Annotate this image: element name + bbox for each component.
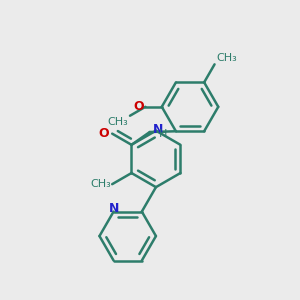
Text: CH₃: CH₃	[90, 179, 111, 189]
Text: N: N	[108, 202, 119, 214]
Text: O: O	[98, 127, 109, 140]
Text: O: O	[133, 100, 144, 113]
Text: N: N	[153, 123, 163, 136]
Text: CH₃: CH₃	[108, 117, 128, 127]
Text: CH₃: CH₃	[216, 53, 237, 64]
Text: H: H	[159, 129, 168, 140]
